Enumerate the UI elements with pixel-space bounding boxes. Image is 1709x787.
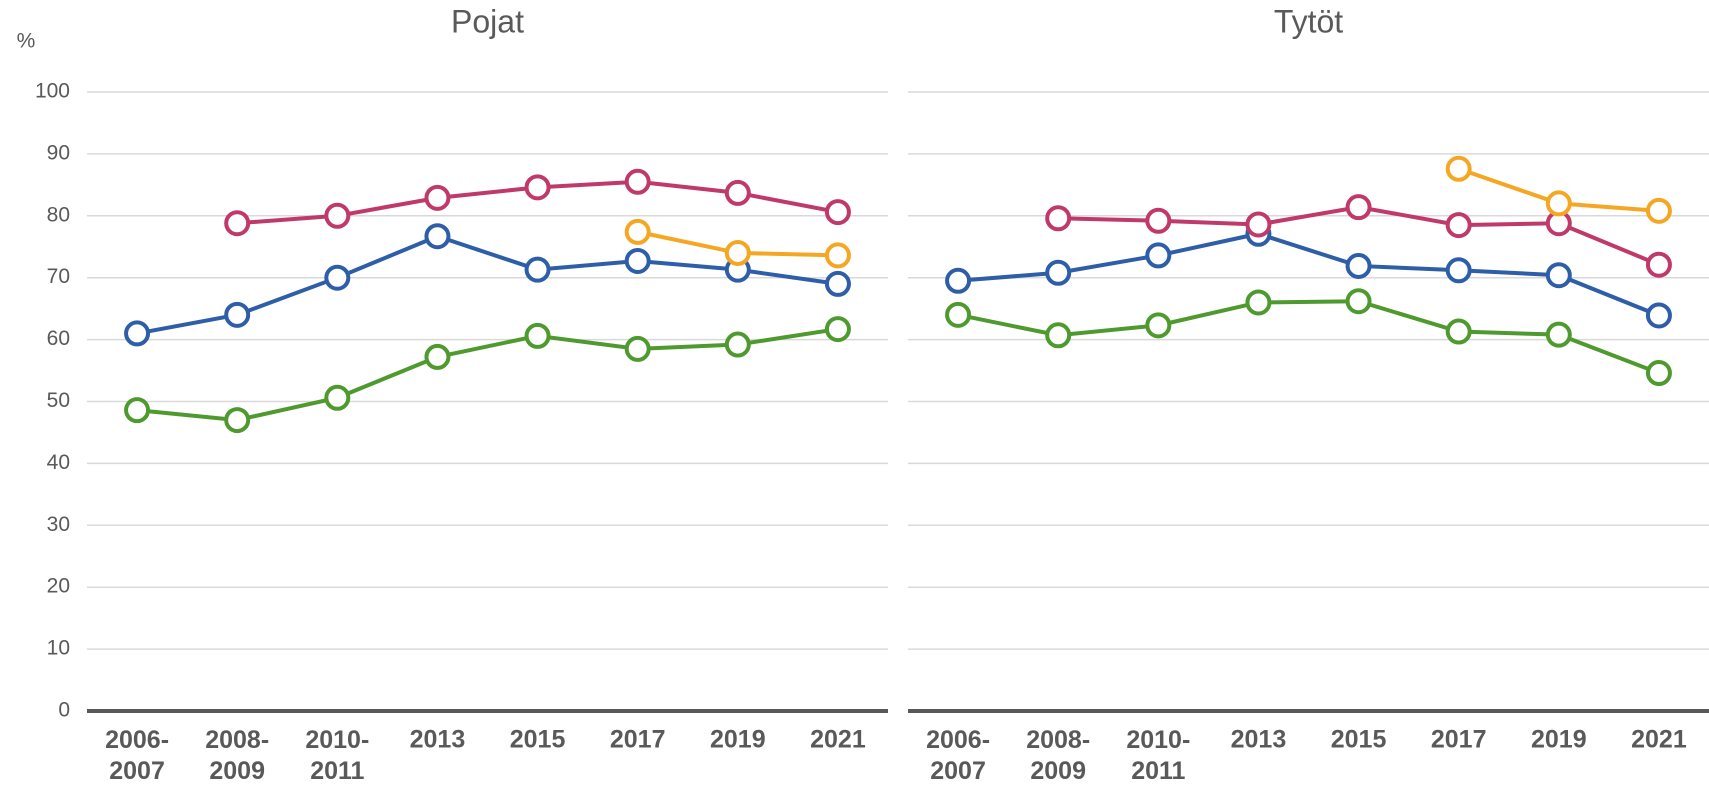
x-tick-label: 2010-2011 [1126,726,1190,785]
x-tick-label: 2015 [1331,726,1387,754]
x-tick-label: 2006-2007 [105,726,169,785]
x-tick-label: 2008-2009 [1026,726,1090,785]
data-point [1545,321,1572,348]
data-point [624,218,651,245]
x-tick-label: 2019 [710,726,766,754]
data-point [624,168,651,195]
x-tick-label: 2021 [1631,726,1687,754]
data-point [1145,207,1172,234]
data-point [1645,197,1672,224]
data-point [424,223,451,250]
data-point [324,384,351,411]
x-tick-label: 2010-2011 [305,726,369,785]
data-point [224,301,251,328]
y-tick-label: 70 [47,265,70,288]
data-point [1445,212,1472,239]
data-point [524,256,551,283]
data-point [1345,252,1372,279]
data-point [324,202,351,229]
data-point [124,320,151,347]
y-tick-label: 90 [47,141,70,164]
x-tick-label: 2017 [1431,726,1487,754]
y-tick-label: 80 [47,203,70,226]
x-tick-label: 2006-2007 [926,726,990,785]
data-point [1045,322,1072,349]
y-tick-label: 0 [58,699,70,722]
data-point [824,270,851,297]
data-point [1245,211,1272,238]
data-point [624,247,651,274]
data-point [1645,302,1672,329]
x-tick-label: 2008-2009 [205,726,269,785]
data-point [1645,251,1672,278]
data-point [424,343,451,370]
data-point [1445,318,1472,345]
chart-title: Pojat [451,3,524,39]
data-point [524,322,551,349]
data-point [724,179,751,206]
y-tick-label: 40 [47,451,70,474]
data-point [1345,194,1372,221]
data-point [1345,288,1372,315]
series-line [957,231,1660,318]
y-axis-label: % [17,30,36,53]
y-tick-label: 60 [47,327,70,350]
x-tick-label: 2019 [1531,726,1587,754]
y-tick-label: 10 [47,637,70,660]
y-tick-label: 100 [35,80,70,103]
data-point [1045,205,1072,232]
data-point [1645,360,1672,387]
data-point [424,184,451,211]
x-tick-label: 2021 [810,726,866,754]
data-point [824,316,851,343]
data-point [1545,262,1572,289]
data-point [945,301,972,328]
series-line [136,327,839,423]
data-point [224,407,251,434]
series-line [957,299,1660,375]
series-line [136,234,839,336]
data-point [124,397,151,424]
data-point [824,199,851,226]
data-point [1145,312,1172,339]
data-point [824,242,851,269]
data-point [324,264,351,291]
data-point [1545,190,1572,217]
x-tick-label: 2015 [510,726,566,754]
data-point [1445,155,1472,182]
data-point [624,335,651,362]
data-point [1245,289,1272,316]
x-tick-label: 2013 [410,726,466,754]
data-point [1045,259,1072,286]
data-point [1145,242,1172,269]
x-tick-label: 2017 [610,726,666,754]
data-point [224,210,251,237]
y-tick-label: 30 [47,513,70,536]
x-tick-label: 2013 [1231,726,1287,754]
data-point [1445,257,1472,284]
data-point [945,267,972,294]
data-point [524,174,551,201]
y-tick-label: 50 [47,389,70,412]
chart-title: Tytöt [1274,3,1343,39]
data-point [724,331,751,358]
data-point [724,239,751,266]
y-tick-label: 20 [47,575,70,598]
